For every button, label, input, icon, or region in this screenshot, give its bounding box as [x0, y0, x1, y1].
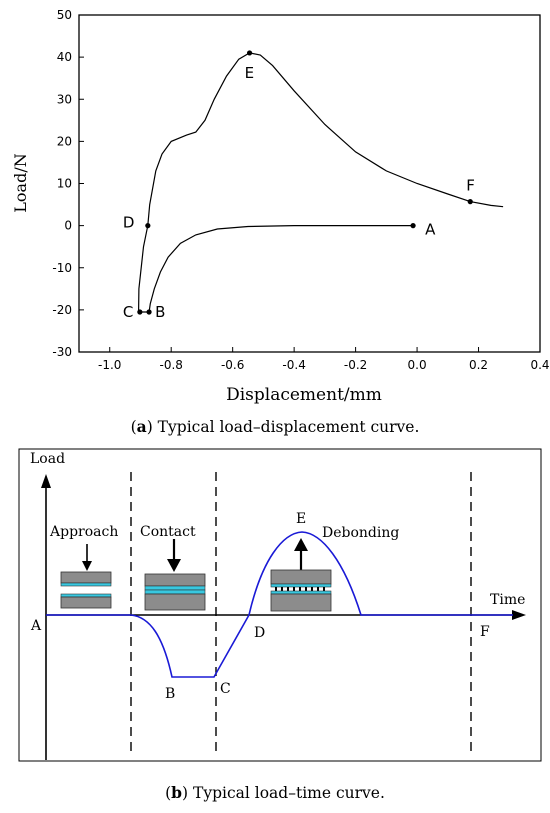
- point-label-b: B: [165, 686, 175, 702]
- caption-b-text: Typical load–time curve.: [192, 784, 385, 802]
- point-marker-d: [145, 223, 151, 229]
- point-label-c: C: [123, 303, 133, 321]
- y-tick-label: 0: [64, 219, 72, 233]
- y-tick-label: 20: [57, 134, 72, 148]
- y-axis-label: Load/N: [11, 153, 30, 212]
- point-label-a: A: [30, 618, 42, 634]
- x-tick-label: -0.6: [221, 358, 244, 372]
- contact-icon: [144, 539, 206, 611]
- y-tick-label: -20: [52, 303, 72, 317]
- point-marker-b: [146, 309, 152, 315]
- phase-label-debonding: Debonding: [322, 525, 399, 541]
- point-label-e: E: [296, 511, 306, 527]
- load-displacement-curve: [137, 52, 504, 313]
- x-axis-ticks: -1.0 -0.8 -0.6 -0.4 -0.2 0.0 0.2 0.4: [98, 347, 550, 372]
- y-tick-label: 30: [57, 92, 72, 106]
- x-tick-label: -1.0: [98, 358, 121, 372]
- phase-label-contact: Contact: [140, 524, 196, 540]
- y-tick-label: 50: [57, 8, 72, 22]
- point-marker-a: [410, 223, 416, 229]
- load-axis-label: Load: [30, 451, 65, 467]
- x-tick-label: -0.8: [159, 358, 182, 372]
- x-tick-label: 0.2: [469, 358, 488, 372]
- x-tick-label: -0.4: [282, 358, 305, 372]
- x-tick-label: 0.4: [530, 358, 549, 372]
- point-marker-f: [467, 199, 473, 205]
- caption-b-letter: b: [171, 783, 182, 802]
- y-tick-label: -10: [52, 261, 72, 275]
- time-axis-arrow-icon: [512, 610, 526, 620]
- point-label-f: F: [480, 624, 490, 640]
- approach-icon: [60, 544, 112, 609]
- y-tick-label: -30: [52, 345, 72, 359]
- caption-a-letter: a: [136, 417, 147, 436]
- x-tick-label: -0.2: [344, 358, 367, 372]
- load-displacement-chart: -1.0 -0.8 -0.6 -0.4 -0.2 0.0 0.2 0.4 -30 -20 -10 0…: [11, 8, 550, 405]
- diagram-frame: [18, 448, 542, 762]
- curve-points: A B C D E F: [123, 50, 475, 321]
- x-axis-label: Displacement/mm: [226, 385, 382, 405]
- load-axis-arrow-icon: [41, 474, 51, 488]
- point-label-d: D: [254, 625, 265, 641]
- point-label-a: A: [425, 221, 436, 239]
- point-marker-c: [137, 309, 143, 315]
- point-marker-e: [246, 50, 253, 56]
- caption-a-text: Typical load–displacement curve.: [157, 418, 420, 436]
- time-axis-label: Time: [490, 592, 525, 608]
- point-label-c: C: [220, 681, 231, 697]
- x-tick-label: 0.0: [408, 358, 427, 372]
- caption-a: (a) Typical load–displacement curve.: [130, 417, 420, 436]
- y-tick-label: 40: [57, 50, 72, 64]
- y-tick-label: 10: [57, 177, 72, 191]
- y-axis-ticks: -30 -20 -10 0 10 20 30 40 50: [52, 8, 84, 359]
- caption-b: (b) Typical load–time curve.: [165, 783, 385, 802]
- load-time-diagram: Load Time Approach Contact Debonding A B: [18, 448, 542, 762]
- point-label-d: D: [123, 214, 135, 232]
- debonding-icon: [270, 538, 332, 612]
- phase-label-approach: Approach: [49, 524, 118, 540]
- load-time-curve: [46, 531, 513, 678]
- point-label-b: B: [155, 303, 165, 321]
- point-label-e: E: [245, 64, 254, 82]
- point-label-f: F: [466, 177, 475, 195]
